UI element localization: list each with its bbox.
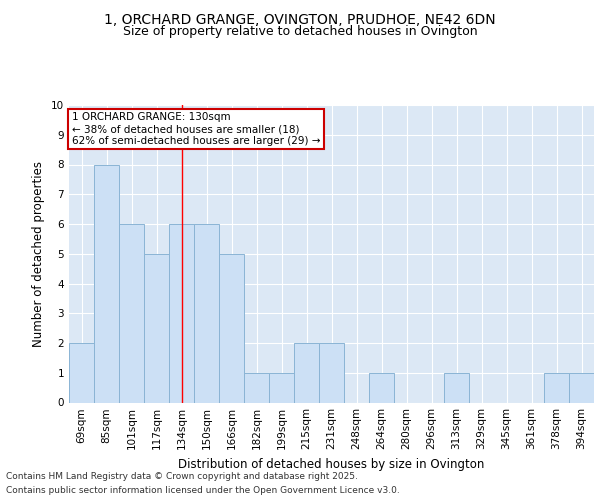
Bar bbox=[144, 254, 169, 402]
Bar bbox=[194, 224, 219, 402]
Bar bbox=[69, 343, 94, 402]
Bar bbox=[294, 343, 319, 402]
Bar bbox=[94, 164, 119, 402]
Bar bbox=[444, 373, 469, 402]
Bar bbox=[119, 224, 144, 402]
Text: Contains HM Land Registry data © Crown copyright and database right 2025.: Contains HM Land Registry data © Crown c… bbox=[6, 472, 358, 481]
Text: Contains public sector information licensed under the Open Government Licence v3: Contains public sector information licen… bbox=[6, 486, 400, 495]
Bar bbox=[269, 373, 294, 402]
Bar bbox=[169, 224, 194, 402]
X-axis label: Distribution of detached houses by size in Ovington: Distribution of detached houses by size … bbox=[178, 458, 485, 471]
Bar bbox=[219, 254, 244, 402]
Bar bbox=[244, 373, 269, 402]
Y-axis label: Number of detached properties: Number of detached properties bbox=[32, 161, 46, 347]
Bar bbox=[319, 343, 344, 402]
Bar bbox=[544, 373, 569, 402]
Text: 1, ORCHARD GRANGE, OVINGTON, PRUDHOE, NE42 6DN: 1, ORCHARD GRANGE, OVINGTON, PRUDHOE, NE… bbox=[104, 12, 496, 26]
Text: 1 ORCHARD GRANGE: 130sqm
← 38% of detached houses are smaller (18)
62% of semi-d: 1 ORCHARD GRANGE: 130sqm ← 38% of detach… bbox=[71, 112, 320, 146]
Bar bbox=[369, 373, 394, 402]
Bar bbox=[569, 373, 594, 402]
Text: Size of property relative to detached houses in Ovington: Size of property relative to detached ho… bbox=[122, 25, 478, 38]
